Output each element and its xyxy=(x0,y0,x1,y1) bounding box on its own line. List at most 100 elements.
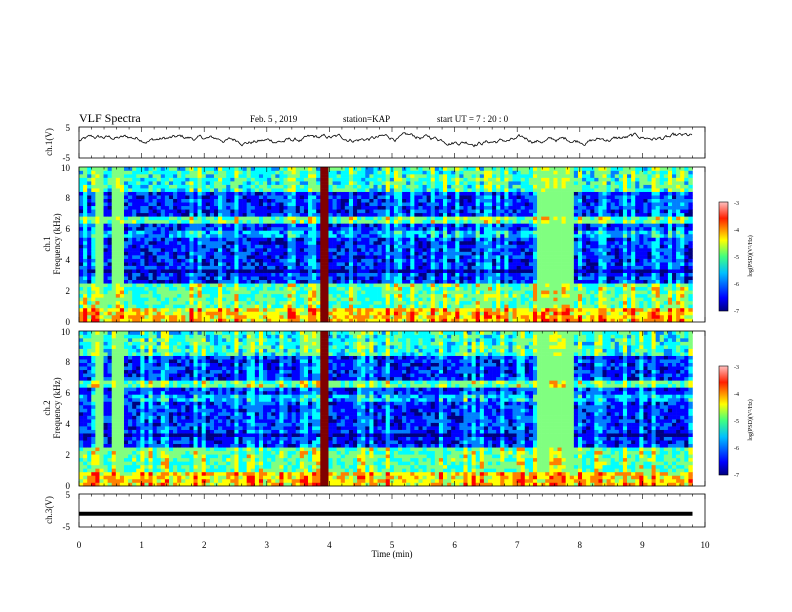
spec-cell xyxy=(467,244,472,249)
spec-cell xyxy=(402,188,407,192)
spec-cell xyxy=(79,311,84,316)
spec-cell xyxy=(230,209,235,214)
spec-cell xyxy=(357,188,362,192)
spec-cell xyxy=(430,290,436,295)
spec-cell xyxy=(455,230,460,235)
spec-cell xyxy=(308,318,313,323)
spec-cell xyxy=(443,314,448,319)
spec-cell xyxy=(197,202,202,207)
spec-cell xyxy=(123,300,129,305)
spec-cell xyxy=(406,304,411,309)
spec-cell xyxy=(160,174,166,178)
spec-cell xyxy=(479,290,485,295)
spec-cell xyxy=(254,202,260,207)
spec-cell xyxy=(447,181,452,185)
spec-cell xyxy=(275,311,280,316)
spec-cell xyxy=(291,219,297,224)
spec-cell xyxy=(197,244,202,249)
spec-cell xyxy=(144,167,149,171)
spec-cell xyxy=(520,223,526,228)
spec-cell xyxy=(177,300,182,305)
spec-cell xyxy=(455,205,460,210)
spec-cell xyxy=(160,181,166,185)
spec-cell xyxy=(443,248,448,252)
spec-cell xyxy=(144,300,149,305)
spec-cell xyxy=(299,269,305,273)
spec-cell xyxy=(524,219,530,224)
spec-cell xyxy=(328,269,333,273)
spec-cell xyxy=(263,269,268,273)
spec-cell xyxy=(95,269,100,273)
spec-cell xyxy=(434,248,440,252)
spec-cell xyxy=(303,216,309,221)
spec-cell xyxy=(443,286,448,291)
spec-cell xyxy=(353,283,358,288)
spec-cell xyxy=(504,272,509,277)
spec-cell xyxy=(91,311,96,316)
spec-cell xyxy=(99,205,104,210)
spec-cell xyxy=(299,318,305,323)
spec-cell xyxy=(348,184,354,189)
spec-cell xyxy=(471,318,477,323)
spec-cell xyxy=(434,272,440,277)
spec-cell xyxy=(205,198,211,203)
spec-cell xyxy=(238,255,243,259)
spec-cell xyxy=(463,269,468,273)
spec-cell xyxy=(152,223,158,228)
spec-cell xyxy=(475,209,481,214)
spec-cell xyxy=(123,230,129,235)
spec-cell xyxy=(230,304,235,309)
spec-cell xyxy=(475,251,481,256)
spec-cell xyxy=(528,226,534,231)
spec-cell xyxy=(250,286,256,291)
spec-cell xyxy=(107,184,113,189)
spec-cell xyxy=(201,209,207,214)
spec-cell xyxy=(271,314,276,319)
spec-cell xyxy=(361,269,366,273)
spec-cell xyxy=(226,226,231,231)
spec-cell xyxy=(123,269,129,273)
spec-cell xyxy=(234,255,239,259)
spec-cell xyxy=(398,209,403,214)
spec-cell xyxy=(287,212,292,217)
spec-cell xyxy=(242,195,247,199)
spec-cell xyxy=(512,269,517,273)
spec-cell xyxy=(414,170,419,175)
spec-cell xyxy=(287,272,292,277)
spec-cell xyxy=(524,216,530,221)
spec-cell xyxy=(103,167,108,171)
spec-cell xyxy=(459,314,464,319)
spec-cell xyxy=(500,307,505,312)
spec-cell xyxy=(516,167,522,171)
spec-cell xyxy=(438,219,444,224)
spec-cell xyxy=(504,216,509,221)
spec-cell xyxy=(152,240,158,245)
spec-cell xyxy=(344,262,350,266)
spec-cell xyxy=(164,314,170,319)
spec-cell xyxy=(332,304,337,309)
spec-cell xyxy=(254,269,260,273)
spec-cell xyxy=(451,318,456,323)
spec-cell xyxy=(434,216,440,221)
spec-cell xyxy=(168,198,174,203)
spec-cell xyxy=(443,177,448,182)
spec-cell xyxy=(271,311,276,316)
spec-cell xyxy=(385,255,391,259)
spec-cell xyxy=(83,276,88,281)
spec-cell xyxy=(103,265,108,270)
spec-cell xyxy=(320,297,325,302)
spec-cell xyxy=(99,311,104,316)
spec-cell xyxy=(91,191,96,196)
spec-cell xyxy=(537,209,542,214)
spec-cell xyxy=(500,290,505,295)
spec-cell xyxy=(189,300,194,305)
spec-cell xyxy=(299,233,305,238)
spec-cell xyxy=(209,237,215,242)
spec-cell xyxy=(520,248,526,252)
spec-cell xyxy=(213,167,219,171)
spec-cell xyxy=(160,251,166,256)
spec-cell xyxy=(344,276,350,281)
spec-cell xyxy=(532,216,538,221)
spec-cell xyxy=(528,240,534,245)
spec-cell xyxy=(340,233,346,238)
